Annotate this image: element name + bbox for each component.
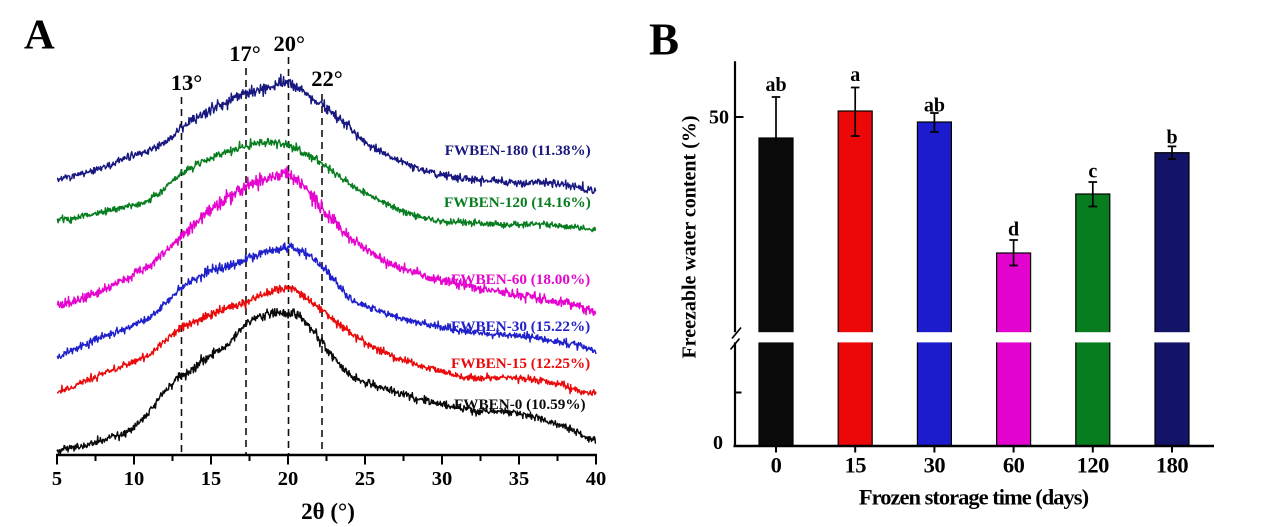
svg-text:a: a: [850, 64, 860, 86]
svg-text:FWBEN-30 (15.22%): FWBEN-30 (15.22%): [451, 318, 590, 335]
svg-text:FWBEN-120 (14.16%): FWBEN-120 (14.16%): [444, 194, 591, 211]
svg-text:2θ (°): 2θ (°): [301, 499, 355, 524]
svg-text:15: 15: [844, 453, 866, 478]
svg-text:c: c: [1088, 161, 1097, 183]
svg-text:25: 25: [355, 468, 376, 490]
svg-text:ab: ab: [765, 74, 786, 96]
svg-text:Frozen storage time (days): Frozen storage time (days): [859, 485, 1089, 510]
svg-text:30: 30: [432, 468, 453, 490]
svg-text:120: 120: [1077, 453, 1110, 478]
svg-text:30: 30: [924, 453, 946, 478]
svg-text:0: 0: [713, 432, 723, 454]
svg-text:A: A: [24, 12, 55, 59]
svg-text:20°: 20°: [274, 31, 306, 56]
svg-text:15: 15: [201, 468, 222, 490]
svg-text:FWBEN-60 (18.00%): FWBEN-60 (18.00%): [451, 271, 590, 288]
svg-text:ab: ab: [924, 95, 945, 117]
svg-text:22°: 22°: [311, 66, 343, 91]
svg-text:0: 0: [771, 453, 782, 478]
svg-text:d: d: [1008, 219, 1019, 241]
svg-text:FWBEN-15 (12.25%): FWBEN-15 (12.25%): [451, 355, 590, 372]
svg-text:b: b: [1166, 127, 1177, 149]
svg-text:FWBEN-180 (11.38%): FWBEN-180 (11.38%): [445, 142, 591, 159]
svg-text:Freezable water content (%): Freezable water content (%): [679, 115, 701, 358]
svg-text:5: 5: [52, 468, 62, 490]
svg-text:10: 10: [124, 468, 145, 490]
svg-text:B: B: [649, 15, 679, 65]
svg-text:180: 180: [1156, 453, 1189, 478]
svg-text:FWBEN-0 (10.59%): FWBEN-0 (10.59%): [454, 396, 586, 413]
svg-text:17°: 17°: [229, 41, 261, 66]
svg-text:40: 40: [586, 468, 607, 490]
svg-text:13°: 13°: [171, 70, 203, 95]
svg-text:20: 20: [278, 468, 299, 490]
svg-text:35: 35: [509, 468, 530, 490]
svg-text:60: 60: [1003, 453, 1025, 478]
svg-text:50: 50: [709, 107, 729, 129]
